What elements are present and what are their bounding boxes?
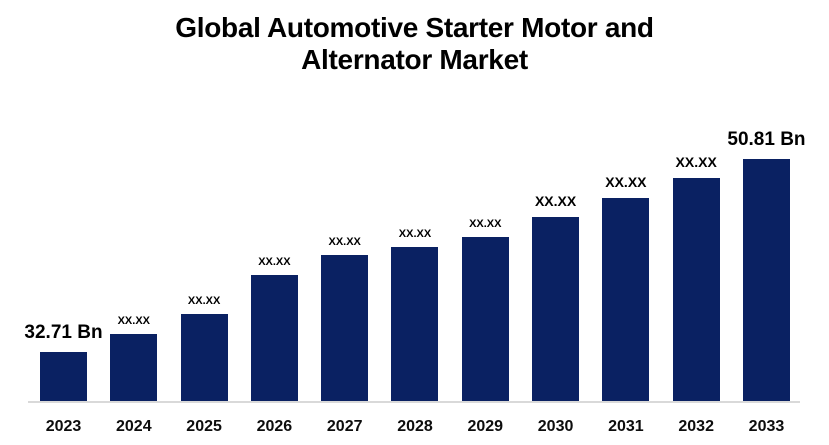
- bar-column: XX.XX 2027: [321, 236, 369, 435]
- bar-column: XX.XX 2032: [672, 154, 720, 435]
- bar-column: XX.XX 2028: [391, 228, 439, 435]
- x-axis-label: 2033: [748, 418, 785, 435]
- bar-value-label: XX.XX: [398, 228, 432, 240]
- bar-value-label: XX.XX: [328, 236, 361, 248]
- bar-value-label: XX.XX: [469, 218, 502, 230]
- bar: [742, 159, 790, 401]
- x-axis-label: 2031: [608, 418, 644, 435]
- bar: [391, 247, 439, 401]
- x-axis-label: 2032: [678, 418, 714, 435]
- bar-column: 50.81 Bn 2033: [727, 129, 805, 435]
- x-axis-label: 2027: [326, 418, 363, 435]
- bar: [180, 314, 228, 401]
- bar-value-label: 32.71 Bn: [24, 322, 103, 343]
- x-axis-label: 2028: [397, 418, 433, 435]
- x-axis-label: 2026: [256, 418, 293, 435]
- bar-value-label: 50.81 Bn: [727, 129, 806, 150]
- plot-area: 32.71 Bn 2023 XX.XX 2024 XX.XX 2025 XX.XX 2026 X…: [24, 128, 805, 435]
- bar: [40, 352, 87, 401]
- bar: [250, 275, 298, 401]
- x-axis-label: 2030: [537, 418, 574, 435]
- bar: [461, 237, 509, 401]
- x-axis-label: 2029: [467, 418, 504, 435]
- bar: [110, 334, 158, 401]
- bar-column: XX.XX 2031: [602, 174, 650, 435]
- bar-column: XX.XX 2024: [110, 315, 158, 435]
- bar: [602, 198, 650, 401]
- bar-column: 32.71 Bn 2023: [24, 322, 102, 435]
- chart-title: Global Automotive Starter Motor and Alte…: [175, 12, 654, 75]
- bar-value-label: XX.XX: [258, 256, 291, 268]
- bar: [532, 217, 580, 401]
- bar-value-label: XX.XX: [187, 295, 221, 307]
- bar-column: XX.XX 2030: [532, 193, 580, 435]
- x-axis-label: 2025: [186, 418, 222, 435]
- bar-value-label: XX.XX: [605, 174, 647, 190]
- bar-value-label: XX.XX: [675, 154, 717, 170]
- bar-value-label: XX.XX: [534, 193, 577, 209]
- bar-value-label: XX.XX: [117, 315, 150, 327]
- bar: [672, 178, 720, 401]
- x-axis-label: 2024: [116, 418, 152, 435]
- bar-column: XX.XX 2026: [250, 256, 298, 435]
- x-axis-label: 2023: [45, 418, 82, 435]
- bar-column: XX.XX 2029: [461, 218, 509, 435]
- bar: [321, 255, 369, 401]
- bar-column: XX.XX 2025: [180, 295, 228, 435]
